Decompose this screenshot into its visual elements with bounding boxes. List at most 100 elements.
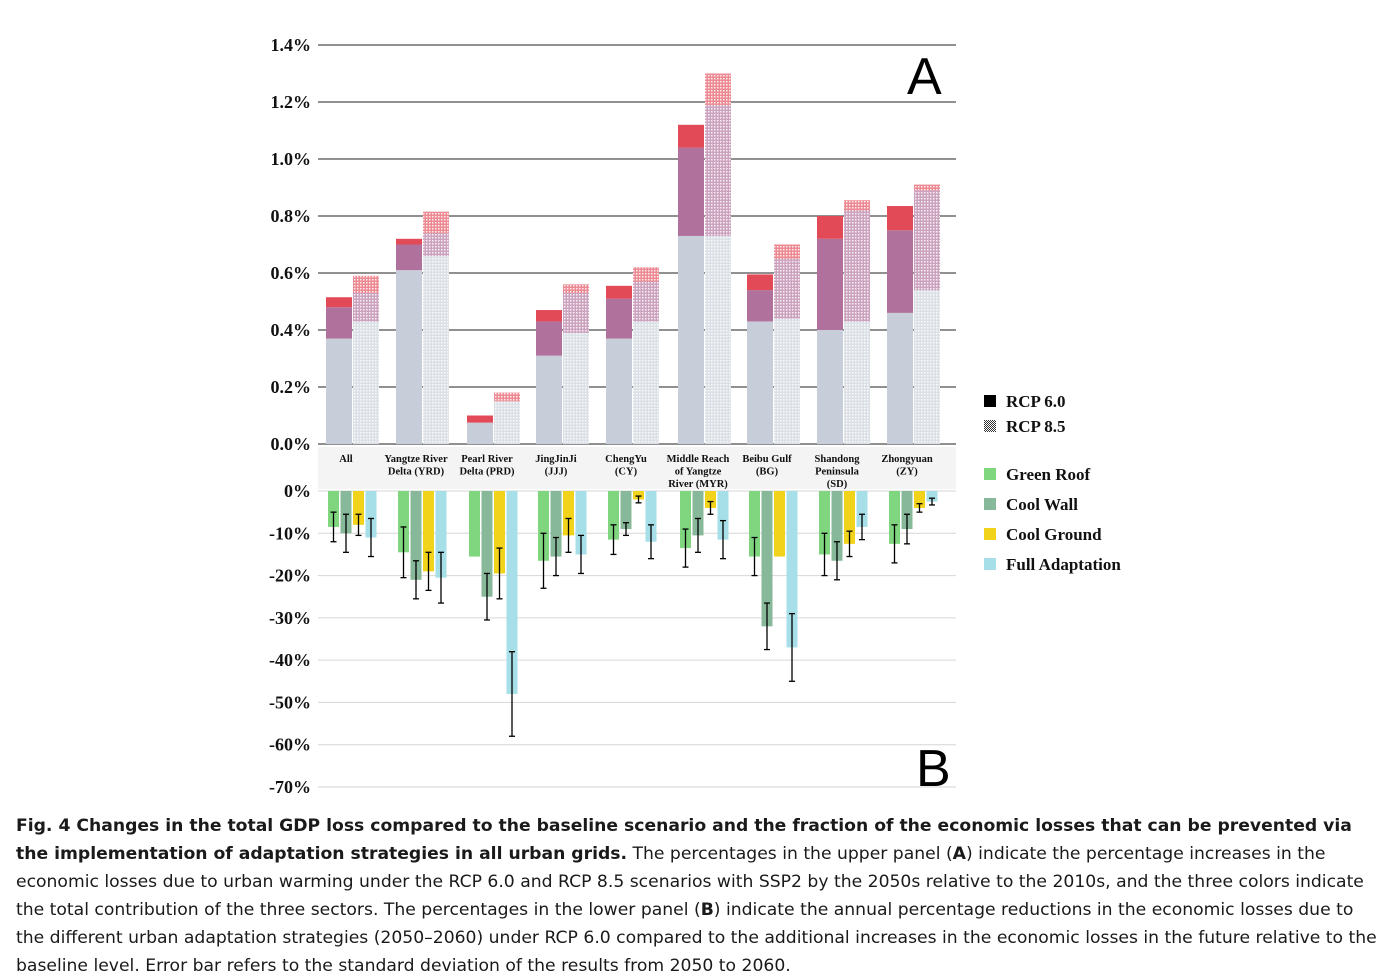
bar-rcp-6-0-beibu-gulf-segment-1 [747,321,773,444]
bar-cool-ground-yangtze-river [423,491,434,572]
caption-ref-a: A [952,844,966,864]
bar-rcp-6-0-all-segment-2 [326,307,352,339]
bar-green-roof-middle-reach [680,491,691,549]
caption-text-3: ) indicate the annual percentage reducti… [16,900,1377,976]
rcp85-dot-overlay [914,184,940,191]
category-band-background [318,447,956,489]
rcp85-dot-overlay [353,321,379,444]
category-label-line: (CY) [615,467,638,478]
rcp85-dot-overlay [494,392,520,402]
bar-rcp-6-0-zhongyuan-segment-1 [887,312,913,444]
panel-a-tick-label: 0.2% [271,377,312,397]
category-label-middle-reach: Middle Reach of Yangtze River (MYR) [667,454,730,490]
rcp85-dot-overlay [563,292,589,333]
bar-rcp-6-0-jingjinji-segment-3 [536,310,562,322]
legend-swatch-green-roof [984,468,996,480]
category-label-line: Delta (PRD) [459,467,515,478]
rcp85-dot-overlay [563,332,589,444]
rcp85-dot-overlay [914,290,940,444]
bar-green-roof-beibu-gulf [749,491,760,557]
bar-cool-wall-shandong [831,491,843,561]
bar-green-roof-zhongyuan [889,491,900,544]
bar-full-adaptation-shandong [856,491,868,527]
bar-cool-ground-shandong [844,491,855,544]
category-label-chengyu: ChengYu (CY) [605,454,647,478]
category-label-line: ChengYu [605,454,647,465]
bar-rcp-6-0-chengyu-segment-3 [606,285,632,299]
category-label-line: All [339,454,353,465]
legend-swatch-rcp-8-5 [984,420,996,432]
bar-cool-ground-beibu-gulf [774,491,785,557]
panel-b-tick-label: -40% [269,650,311,670]
panel-a-tick-label: 0.6% [271,263,312,283]
category-label-beibu-gulf: Beibu Gulf (BG) [742,454,792,478]
bar-rcp-6-0-middle-reach-segment-2 [678,147,704,236]
bar-rcp-6-0-chengyu-segment-1 [606,338,632,444]
bar-rcp-6-0-beibu-gulf-segment-2 [747,290,773,322]
bar-cool-ground-chengyu [633,491,644,500]
rcp85-dot-overlay [705,73,731,105]
bar-cool-wall-chengyu [620,491,632,530]
category-label-line: JingJinJi [535,454,577,465]
rcp85-dot-overlay [494,401,520,444]
panel-a-label: A [907,48,942,106]
legend-swatch-rcp-6-0 [984,395,996,407]
legend-label-green-roof: Green Roof [1006,465,1091,484]
panel-b-loss-reduction: 0% -10% -20% -30% -40% -50% -60% -70% [269,481,956,797]
panel-a-tick-label: 1.2% [271,92,312,112]
bar-green-roof-shandong [819,491,830,555]
legend-label-cool-ground: Cool Ground [1006,525,1102,544]
bar-full-adaptation-zhongyuan [926,491,938,502]
rcp85-dot-overlay [353,275,379,293]
rcp85-dot-overlay [844,200,870,211]
category-label-line: Peninsula [815,467,860,478]
bar-green-roof-chengyu [608,491,619,540]
bar-full-adaptation-jingjinji [575,491,587,555]
bar-full-adaptation-chengyu [645,491,657,542]
category-label-line: Delta (YRD) [388,467,445,478]
bar-full-adaptation-yangtze-river [435,491,447,578]
bar-rcp-6-0-yangtze-river-segment-3 [396,238,422,245]
legend-swatch-full-adaptation [984,558,996,570]
panel-b-tick-label: -30% [269,608,311,628]
rcp85-dot-overlay [774,258,800,319]
legend-label-rcp-6-0: RCP 6.0 [1006,392,1066,411]
bar-cool-wall-beibu-gulf [761,491,773,627]
bar-cool-ground-jingjinji [563,491,574,536]
bar-green-roof-jingjinji [538,491,549,561]
category-label-shandong: Shandong Peninsula (SD) [815,454,861,490]
rcp85-dot-overlay [844,210,870,322]
rcp85-dot-overlay [633,267,659,282]
bar-green-roof-all [328,491,339,527]
rcp85-dot-overlay [423,255,449,444]
panel-a-tick-label: 0.4% [271,320,312,340]
bar-full-adaptation-pearl-river [506,491,518,694]
rcp85-dot-overlay [423,233,449,256]
bar-rcp-6-0-shandong-segment-1 [817,330,843,444]
panel-b-tick-label: -50% [269,692,311,712]
category-label-line: Beibu Gulf [742,454,792,465]
bar-cool-wall-pearl-river [481,491,493,597]
bar-cool-wall-all [340,491,352,534]
category-label-line: Yangtze River [384,454,448,465]
category-label-line: (JJJ) [545,467,568,478]
bar-rcp-6-0-zhongyuan-segment-2 [887,230,913,313]
bar-cool-ground-all [353,491,364,525]
panel-b-tick-label: 0% [284,481,311,501]
category-label-line: Pearl River [461,454,513,465]
panel-a-tick-label: 1.0% [271,149,312,169]
panel-b-tick-label: -70% [269,777,311,797]
category-label-band: All Yangtze River Delta (YRD) Pearl River De… [318,447,956,490]
rcp85-dot-overlay [563,284,589,293]
rcp85-dot-overlay [705,104,731,236]
bar-rcp-6-0-chengyu-segment-2 [606,298,632,339]
category-label-line: Middle Reach [667,454,730,465]
panel-a-tick-label: 0.8% [271,206,312,226]
bar-cool-ground-middle-reach [705,491,716,508]
caption-text-1: The percentages in the upper panel ( [627,844,953,864]
panel-a-tick-label: 1.4% [271,35,312,55]
bar-rcp-6-0-jingjinji-segment-2 [536,321,562,356]
bar-green-roof-yangtze-river [398,491,409,553]
legend-label-full-adaptation: Full Adaptation [1006,555,1121,574]
category-label-line: River (MYR) [668,479,728,490]
